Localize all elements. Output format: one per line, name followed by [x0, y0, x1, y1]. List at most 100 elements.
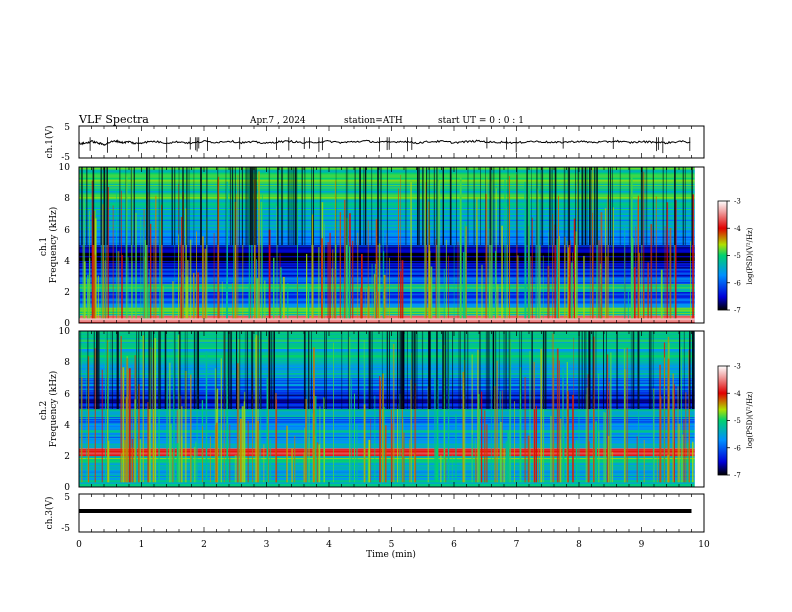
quiet-streak: [106, 167, 108, 245]
sferic-streak: [487, 184, 489, 319]
sferic-streak: [94, 348, 96, 483]
ch2-spec-ytick-10: 10: [59, 327, 71, 337]
ch2-spectrogram-panel: 0 2 4 6 8 10 ch.2 Frequency (kHz) -3 -4 -5…: [39, 327, 754, 493]
sferic-streak: [161, 204, 163, 319]
sferic-streak: [120, 453, 122, 483]
ch1-spectrogram-panel: 0 2 4 6 8 10 ch.1 Frequency (kHz) -3 -4 -5…: [39, 163, 754, 329]
quiet-streak: [466, 331, 469, 409]
sferic-streak: [193, 446, 196, 483]
quiet-streak: [519, 331, 520, 409]
sferic-streak: [687, 442, 689, 483]
quiet-streak: [370, 331, 372, 409]
sferic-streak: [217, 178, 219, 319]
sferic-streak: [465, 226, 467, 319]
sferic-streak: [543, 379, 544, 483]
spectrogram-band: [79, 189, 695, 192]
quiet-streak: [179, 331, 181, 409]
quiet-streak: [250, 331, 253, 409]
sferic-streak: [550, 416, 552, 483]
quiet-streak: [206, 167, 208, 245]
sferic-streak: [367, 449, 370, 483]
sferic-streak: [105, 193, 106, 319]
sferic-streak: [609, 382, 610, 483]
sferic-streak: [345, 218, 348, 319]
sferic-streak: [516, 174, 518, 319]
sferic-streak: [344, 199, 346, 319]
sferic-streak: [348, 242, 350, 319]
quiet-streak: [380, 167, 382, 245]
sferic-streak: [598, 431, 600, 483]
quiet-streak: [652, 167, 654, 245]
sferic-streak: [639, 252, 641, 319]
quiet-streak: [577, 167, 580, 245]
sferic-streak: [331, 268, 334, 319]
x-tick-label: 6: [451, 540, 457, 550]
quiet-streak: [293, 167, 295, 245]
sferic-streak: [567, 247, 570, 319]
sferic-streak: [190, 374, 192, 483]
sferic-streak: [334, 180, 336, 319]
quiet-streak: [93, 331, 95, 409]
spectrogram-band: [79, 412, 695, 414]
quiet-streak: [255, 167, 257, 245]
quiet-streak: [229, 331, 232, 409]
sferic-streak: [126, 176, 128, 319]
sferic-streak: [256, 278, 259, 319]
ch1-spec-ytick-2: 2: [64, 288, 70, 298]
quiet-streak: [186, 331, 188, 409]
sferic-streak: [537, 447, 539, 483]
quiet-streak: [200, 167, 202, 245]
sferic-streak: [252, 372, 253, 483]
ch2-spectrogram-ticks: [78, 331, 705, 487]
sferic-streak: [182, 192, 185, 319]
quiet-streak: [406, 331, 408, 409]
sferic-streak: [306, 253, 308, 319]
colorbar-tick-label: -6: [734, 279, 741, 287]
spectrogram-band: [79, 209, 695, 211]
quiet-streak: [312, 167, 315, 245]
sferic-streak: [552, 333, 554, 483]
sferic-streak: [464, 221, 467, 319]
sferic-streak: [593, 336, 595, 483]
sferic-streak: [481, 391, 483, 483]
quiet-streak: [147, 167, 148, 245]
spectrogram-band: [79, 472, 695, 474]
quiet-streak: [244, 331, 246, 409]
quiet-streak: [159, 331, 161, 409]
sferic-streak: [485, 193, 487, 319]
spectrogram-band: [79, 212, 695, 215]
sferic-streak: [585, 394, 587, 483]
quiet-streak: [458, 331, 460, 409]
sferic-streak: [501, 390, 503, 483]
sferic-streak: [495, 188, 498, 319]
spectrogram-band: [79, 442, 695, 444]
quiet-streak: [325, 331, 327, 409]
quiet-streak: [230, 331, 233, 409]
quiet-streak: [239, 167, 240, 245]
colorbar-tick-label: -7: [734, 472, 741, 480]
sferic-streak: [147, 192, 149, 319]
ch2-spec-ytick-2: 2: [64, 452, 70, 462]
quiet-streak: [633, 331, 635, 409]
ch2-spec-ytick-6: 6: [64, 390, 70, 400]
quiet-streak: [310, 331, 312, 409]
quiet-streak: [608, 167, 610, 245]
sferic-streak: [286, 425, 288, 483]
quiet-streak: [683, 331, 685, 409]
quiet-streak: [426, 167, 427, 245]
sferic-streak: [142, 226, 145, 319]
spectrogram-band: [79, 429, 695, 432]
ch1-spec-ytick-0: 0: [64, 319, 70, 329]
spectrogram-band: [79, 320, 695, 323]
spectrogram-band: [79, 451, 695, 453]
quiet-streak: [507, 167, 509, 245]
sferic-streak: [573, 337, 575, 483]
spectrogram-band: [79, 207, 695, 210]
quiet-streak: [268, 167, 271, 245]
quiet-streak: [526, 167, 528, 245]
sferic-streak: [125, 181, 128, 319]
sferic-streak: [138, 384, 140, 483]
sferic-streak: [108, 440, 110, 483]
spectrogram-band: [79, 201, 695, 204]
sferic-streak: [314, 395, 317, 483]
